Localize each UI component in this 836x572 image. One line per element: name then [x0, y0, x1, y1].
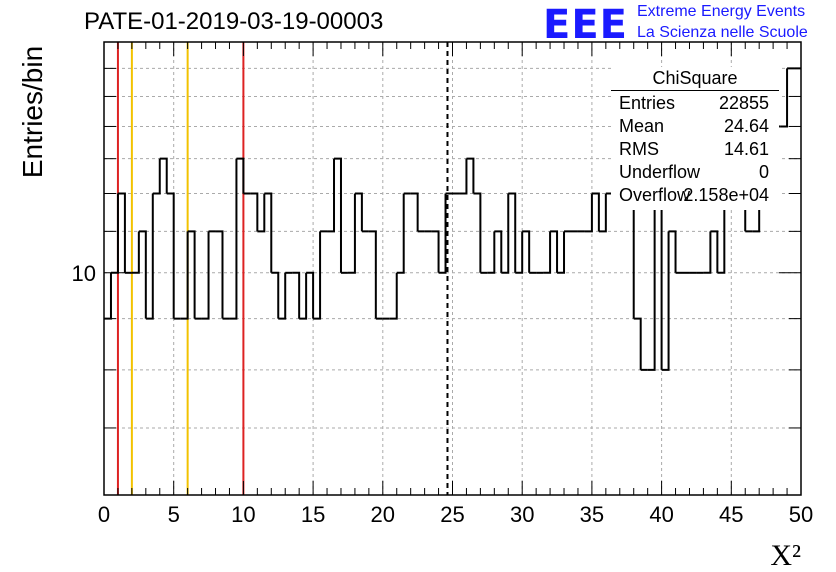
stats-value-mean: 24.64: [723, 116, 769, 136]
eee-logo-mark: EEE: [543, 2, 628, 48]
histogram-bin: [187, 230, 196, 319]
histogram-bin: [431, 230, 440, 273]
histogram-bin: [591, 192, 600, 232]
histogram-bin: [292, 271, 301, 319]
stats-box-rule: [611, 90, 779, 91]
histogram-bin: [654, 192, 663, 370]
logo-text-line1: Extreme Energy Events: [637, 3, 806, 20]
histogram-bin: [508, 192, 517, 273]
histogram-bin: [201, 231, 210, 320]
y-tick-label: 10: [72, 261, 96, 286]
histogram-bin: [661, 231, 670, 371]
histogram-bin: [438, 193, 447, 274]
histogram-bin: [117, 192, 126, 273]
histogram-bin: [334, 157, 342, 273]
histogram-bin: [487, 231, 496, 274]
histogram-bin: [166, 192, 175, 319]
x-tick-label: 25: [440, 502, 464, 527]
stats-box: ChiSquare Entries 22855 Mean 24.64 RMS 1…: [611, 67, 779, 210]
histogram-bin: [327, 158, 336, 233]
histogram-bin: [159, 157, 168, 194]
x-tick-label: 30: [510, 502, 534, 527]
histogram-bin: [626, 192, 635, 319]
histogram-bin: [229, 158, 238, 320]
x-tick-label: 0: [98, 502, 110, 527]
x-axis-ticks: [103, 42, 802, 495]
histogram-bin: [110, 193, 119, 274]
histogram-bin: [104, 272, 112, 320]
histogram-bin: [306, 271, 315, 319]
x-tick-label: 10: [231, 502, 255, 527]
histogram-bin: [396, 193, 405, 274]
histogram-bin: [299, 272, 308, 320]
histogram-bin: [152, 158, 161, 195]
stats-label-underflow: Underflow: [619, 162, 701, 182]
histogram-bin: [522, 230, 531, 273]
histogram-bin: [473, 192, 482, 273]
histogram-bin: [459, 158, 468, 195]
histogram-bin: [264, 192, 273, 273]
histogram-bin: [250, 192, 259, 232]
histogram-bin: [710, 230, 719, 273]
histogram-bin: [717, 193, 726, 274]
x-tick-label: 35: [580, 502, 604, 527]
histogram-bin: [389, 272, 398, 320]
histogram-bin: [347, 193, 356, 274]
histogram-bin: [354, 192, 363, 232]
histogram-bin: [271, 271, 280, 319]
histogram-bin: [647, 193, 656, 371]
histogram-bin: [257, 193, 266, 233]
histogram-bin: [368, 230, 377, 319]
x-tick-label: 15: [301, 502, 325, 527]
histogram-bin: [278, 272, 287, 320]
chart-title: PATE-01-2019-03-19-00003: [84, 8, 384, 35]
histogram-bin: [550, 230, 559, 273]
histogram-bin: [180, 231, 189, 320]
histogram-bin: [703, 231, 712, 274]
x-tick-label: 5: [168, 502, 180, 527]
histogram-bin: [557, 231, 566, 274]
histogram-bin: [236, 157, 245, 194]
x-tick-label: 20: [371, 502, 395, 527]
histogram-bin: [313, 231, 322, 320]
x-tick-label: 45: [719, 502, 743, 527]
stats-value-overflow: 2.158e+04: [683, 185, 769, 205]
stats-label-rms: RMS: [619, 139, 659, 159]
stats-value-rms: 14.61: [723, 139, 769, 159]
stats-label-mean: Mean: [619, 116, 665, 136]
stats-label-overflow: Overflow: [619, 185, 691, 205]
x-tick-label: 50: [789, 502, 813, 527]
histogram-bin: [215, 230, 224, 319]
logo-text-line2: La Scienza nelle Scuole: [637, 24, 808, 41]
x-axis-label: X²: [770, 539, 801, 572]
stats-value-entries: 22855: [718, 93, 769, 113]
histogram-bin: [494, 230, 503, 273]
histogram-bin: [501, 193, 510, 274]
x-tick-label: 40: [649, 502, 673, 527]
histogram-bin: [145, 193, 154, 320]
histogram-bin: [584, 193, 593, 233]
histogram-bin: [543, 231, 552, 274]
histogram-bin: [466, 157, 475, 194]
histogram-bin: [598, 193, 607, 233]
stats-value-underflow: 0: [758, 162, 769, 182]
stats-box-title: ChiSquare: [652, 68, 738, 88]
stats-label-entries: Entries: [619, 93, 676, 113]
y-axis-label: Entries/bin: [17, 46, 48, 178]
histogram-bin: [138, 230, 147, 319]
histogram-bin: [131, 231, 140, 274]
histogram-bin: [410, 192, 419, 232]
y-axis-ticks: [104, 67, 801, 429]
histogram-bin: [780, 68, 789, 128]
histogram-bin: [515, 231, 524, 274]
histogram-bin: [668, 230, 677, 273]
histogram-bin: [633, 317, 642, 370]
grid-lines: [104, 42, 801, 495]
